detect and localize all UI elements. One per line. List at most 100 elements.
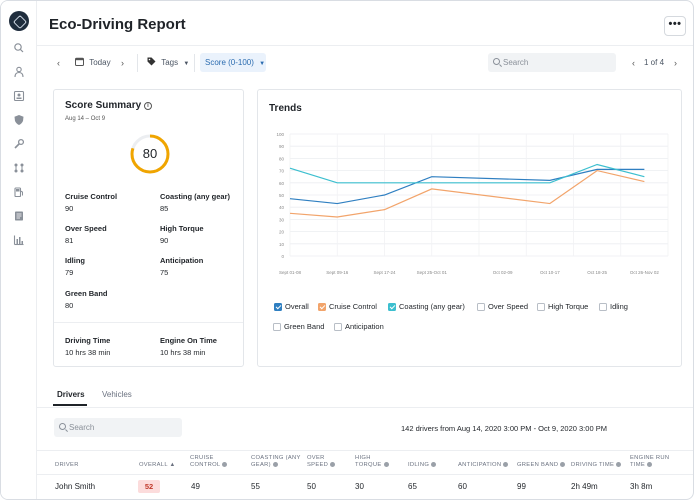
series-line (289, 168, 645, 205)
engine-on-label: Engine On Time (160, 336, 217, 345)
info-icon (560, 462, 566, 467)
document-icon[interactable] (13, 210, 25, 222)
column-header-cruise-control[interactable]: Cruise Control (190, 455, 236, 469)
column-header-anticipation[interactable]: Anticipation (458, 462, 509, 469)
search-icon[interactable] (13, 42, 25, 54)
metric-label: Idling (65, 256, 85, 265)
column-header-green-band[interactable]: Green Band (517, 462, 566, 469)
column-header-driving-time[interactable]: Driving Time (571, 462, 622, 469)
pagination-label: 1 of 4 (644, 58, 665, 67)
checkbox[interactable] (273, 323, 281, 331)
info-icon (272, 462, 278, 467)
info-icon[interactable]: i (144, 102, 152, 110)
info-icon (647, 462, 653, 467)
legend-high-torque[interactable]: High Torque (537, 302, 588, 312)
search-input[interactable]: Search (488, 53, 616, 72)
metric-value: 90 (160, 236, 169, 245)
y-tick-label: 30 (279, 217, 285, 222)
search-placeholder: Search (69, 423, 95, 432)
tags-filter[interactable]: Tags ▼ (147, 54, 189, 72)
column-header-high-torque[interactable]: High Torque (355, 455, 395, 469)
checkbox[interactable] (318, 303, 326, 311)
legend-anticipation[interactable]: Anticipation (334, 322, 384, 332)
more-options-button[interactable]: ••• (664, 16, 686, 36)
route-icon[interactable] (13, 162, 25, 174)
toolbar-divider (137, 54, 138, 72)
score-summary-title: Score Summary (65, 100, 142, 111)
checkbox[interactable] (477, 303, 485, 311)
table-cell: 3h 8m (630, 482, 653, 491)
checkbox[interactable] (274, 303, 282, 311)
legend-over-speed[interactable]: Over Speed (477, 302, 528, 312)
x-tick-label: Sept 25-Oct 01 (417, 270, 448, 275)
table-top-divider (37, 450, 693, 451)
checkbox[interactable] (537, 303, 545, 311)
column-header-engine-run-time[interactable]: Engine Run Time (630, 455, 670, 469)
driving-time-label: Driving Time (65, 336, 111, 345)
legend-label: Over Speed (488, 302, 529, 311)
x-tick-label: Sept 01-08 (279, 270, 302, 275)
fuel-icon[interactable] (13, 186, 25, 198)
driver-search-input[interactable]: Search (54, 418, 182, 437)
table-cell: 99 (517, 482, 526, 491)
series-line (289, 169, 645, 218)
toolbar-divider (194, 54, 195, 72)
checkbox[interactable] (388, 303, 396, 311)
column-header-over-speed[interactable]: Over Speed (307, 455, 341, 469)
user-location-icon[interactable] (13, 66, 25, 78)
logo[interactable] (9, 11, 29, 31)
y-tick-label: 80 (279, 156, 285, 161)
wrench-icon[interactable] (13, 138, 25, 150)
checkbox[interactable] (334, 323, 342, 331)
bar-chart-icon[interactable] (13, 234, 25, 246)
column-header-overall[interactable]: Overall ▲ (139, 462, 176, 468)
metric-label: High Torque (160, 224, 204, 233)
table-cell: 60 (458, 482, 467, 491)
chevron-left-icon[interactable]: ‹ (57, 58, 60, 68)
y-tick-label: 20 (279, 230, 285, 235)
score-filter[interactable]: Score (0-100) ▼ (200, 53, 266, 72)
caret-down-icon: ▼ (183, 61, 190, 67)
legend-coasting[interactable]: Coasting (any gear) (388, 302, 465, 312)
trends-title: Trends (269, 103, 302, 114)
y-tick-label: 60 (279, 181, 285, 186)
checkbox[interactable] (599, 303, 607, 311)
y-tick-label: 40 (279, 205, 285, 210)
trends-chart: 0 10 20 30 40 50 60 70 80 90 100 Sept 01-08 Sept 09-… (276, 132, 669, 275)
table-cell: 49 (191, 482, 200, 491)
metric-value: 85 (160, 204, 169, 213)
column-header-idling[interactable]: Idling (408, 462, 437, 469)
legend-overall[interactable]: Overall (274, 302, 309, 312)
contacts-icon[interactable] (13, 90, 25, 102)
info-icon (383, 462, 389, 467)
y-tick-label: 10 (279, 242, 285, 247)
legend-green-band[interactable]: Green Band (273, 322, 324, 332)
tab-drivers[interactable]: Drivers (57, 390, 85, 399)
x-tick-label: Oct 02-09 (493, 270, 513, 275)
overall-score: 80 (142, 146, 158, 161)
page-prev-button[interactable]: ‹ (632, 58, 635, 68)
tabs-divider (37, 407, 693, 408)
trends-card: Trends 0 10 20 30 40 50 60 70 80 90 100 Sept 01-08 S… (257, 89, 682, 367)
column-header-coasting[interactable]: Coasting (any gear) (251, 455, 301, 469)
active-tab-indicator (53, 404, 87, 406)
metric-label: Over Speed (65, 224, 107, 233)
date-picker[interactable]: Today (75, 54, 111, 72)
legend-cruise-control[interactable]: Cruise Control (318, 302, 377, 312)
overall-score-badge: 52 (138, 480, 160, 493)
table-cell: 55 (251, 482, 260, 491)
page-next-button[interactable]: › (674, 58, 677, 68)
shield-icon[interactable] (13, 114, 25, 126)
metric-label: Cruise Control (65, 192, 118, 201)
legend-label: Idling (610, 302, 628, 311)
driver-name-link[interactable]: John Smith (55, 482, 96, 491)
legend-idling[interactable]: Idling (599, 302, 628, 312)
metric-value: 80 (65, 301, 74, 310)
engine-on-value: 10 hrs 38 min (160, 348, 206, 357)
column-header-driver[interactable]: Driver (55, 462, 79, 468)
chevron-right-icon[interactable]: › (121, 58, 124, 68)
info-icon (503, 462, 509, 467)
info-icon (616, 462, 622, 467)
tab-vehicles[interactable]: Vehicles (102, 390, 132, 399)
table-cell: 30 (355, 482, 364, 491)
